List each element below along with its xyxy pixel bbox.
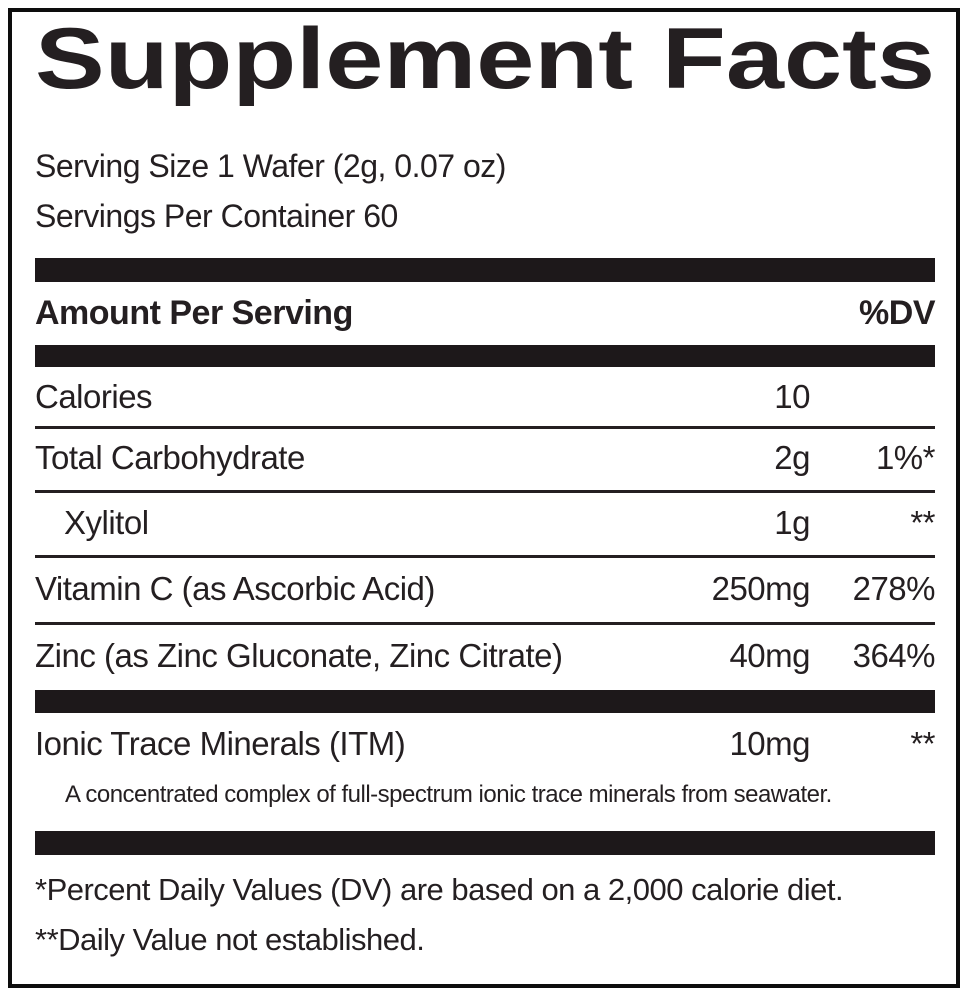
separator-bar <box>35 258 935 282</box>
table-row-calories: Calories 10 <box>35 367 935 429</box>
percent-dv-footnote: *Percent Daily Values (DV) are based on … <box>35 872 844 907</box>
nutrient-name: Xylitol <box>64 503 149 541</box>
nutrient-dv: 278% <box>852 569 936 607</box>
nutrient-amount: 1g <box>774 503 810 541</box>
serving-size: Serving Size 1 Wafer (2g, 0.07 oz) <box>35 148 506 184</box>
table-row-xylitol: Xylitol 1g ** <box>35 490 936 558</box>
nutrient-amount: 2g <box>774 439 810 476</box>
nutrient-amount: 10 <box>774 377 810 415</box>
nutrient-name: Zinc (as Zinc Gluconate, Zinc Citrate) <box>35 637 563 674</box>
separator-bar <box>35 690 935 713</box>
page-title: Supplement Facts <box>35 14 935 107</box>
nutrient-amount: 40mg <box>729 637 810 674</box>
nutrient-dv: 364% <box>852 637 936 674</box>
nutrient-dv: 1%* <box>875 439 936 476</box>
table-row-vitamin-c: Vitamin C (as Ascorbic Acid) 250mg 278% <box>35 555 936 625</box>
ionic-trace-minerals-description: A concentrated complex of full-spectrum … <box>65 781 832 808</box>
nutrient-dv: ** <box>910 503 935 541</box>
nutrient-amount: 10mg <box>729 725 810 762</box>
dv-not-established-footnote: **Daily Value not established. <box>35 922 425 957</box>
table-row-ionic-trace-minerals: Ionic Trace Minerals (ITM) 10mg ** <box>35 713 936 775</box>
label-content: Supplement Facts Serving Size 1 Wafer (2… <box>35 0 936 1000</box>
table-header-row: Amount Per Serving %DV <box>35 282 935 345</box>
table-row-total-carbohydrate: Total Carbohydrate 2g 1%* <box>35 426 936 493</box>
table-row-zinc: Zinc (as Zinc Gluconate, Zinc Citrate) 4… <box>35 622 936 690</box>
page-title-text: Supplement Facts <box>35 14 935 107</box>
nutrient-name: Vitamin C (as Ascorbic Acid) <box>35 569 435 607</box>
percent-dv-header: %DV <box>859 294 935 332</box>
nutrient-amount: 250mg <box>711 569 811 607</box>
nutrient-name: Ionic Trace Minerals (ITM) <box>35 725 406 762</box>
nutrient-name: Calories <box>35 377 153 415</box>
amount-per-serving-header: Amount Per Serving <box>35 294 353 332</box>
nutrient-name: Total Carbohydrate <box>35 439 305 476</box>
separator-bar <box>35 345 935 367</box>
label-border <box>8 8 960 988</box>
nutrient-dv: ** <box>910 725 935 762</box>
separator-bar <box>35 831 935 855</box>
servings-per-container: Servings Per Container 60 <box>35 198 398 234</box>
